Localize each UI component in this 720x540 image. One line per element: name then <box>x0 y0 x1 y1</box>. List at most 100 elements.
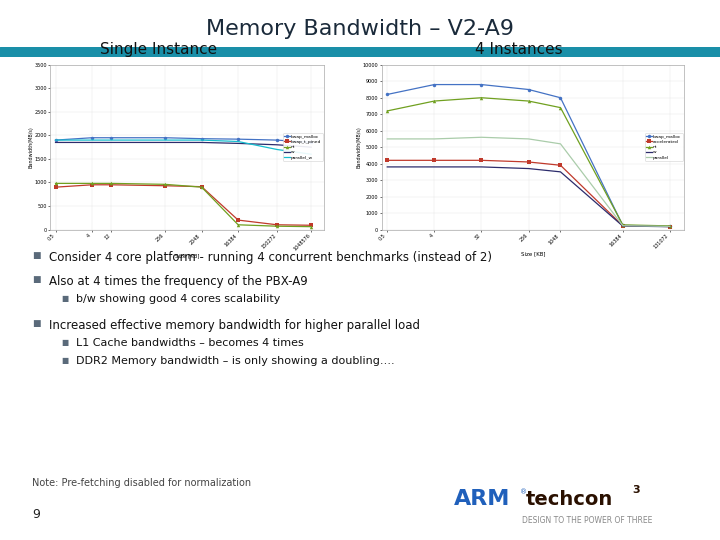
w <box>477 164 486 170</box>
w <box>197 139 206 146</box>
nt <box>556 104 564 111</box>
Text: 4 Instances: 4 Instances <box>474 42 562 57</box>
bwap_t_pined <box>273 221 282 228</box>
Line: nt: nt <box>54 181 313 228</box>
Text: Single Instance: Single Instance <box>100 42 217 57</box>
w <box>618 223 627 230</box>
Text: Also at 4 times the frequency of the PBX-A9: Also at 4 times the frequency of the PBX… <box>49 275 307 288</box>
nt <box>477 94 486 101</box>
bwap_malloc <box>88 134 96 141</box>
Text: techcon: techcon <box>526 490 613 509</box>
w <box>88 139 96 146</box>
bwap_malloc <box>556 94 564 101</box>
Legend: bwap_malloc, accelerated, nt, w, parallel: bwap_malloc, accelerated, nt, w, paralle… <box>645 133 683 161</box>
nt <box>51 180 60 187</box>
bwap_malloc <box>51 137 60 143</box>
bwap_malloc <box>665 223 674 230</box>
parallel_w <box>161 137 169 143</box>
parallel <box>665 223 674 230</box>
Line: w: w <box>387 167 670 227</box>
Text: ®: ® <box>520 489 527 495</box>
Text: b/w showing good 4 cores scalability: b/w showing good 4 cores scalability <box>76 294 280 305</box>
X-axis label: Size [KB]: Size [KB] <box>521 251 545 256</box>
Y-axis label: Bandwidth(MB/s): Bandwidth(MB/s) <box>28 126 33 168</box>
Text: ARM: ARM <box>454 489 510 509</box>
w <box>307 144 315 151</box>
w <box>161 139 169 146</box>
bwap_malloc <box>307 139 315 146</box>
w <box>524 165 533 172</box>
nt <box>665 222 674 229</box>
parallel <box>618 222 627 229</box>
parallel <box>477 134 486 140</box>
Text: ■: ■ <box>61 356 68 366</box>
w <box>556 168 564 175</box>
bwap_malloc <box>107 134 116 141</box>
Text: 9: 9 <box>32 508 40 521</box>
nt <box>234 221 243 228</box>
bwap_t_pined <box>107 181 116 188</box>
w <box>430 164 438 170</box>
Text: L1 Cache bandwidths – becomes 4 times: L1 Cache bandwidths – becomes 4 times <box>76 338 303 348</box>
accelerated <box>665 224 674 230</box>
Line: nt: nt <box>385 96 672 228</box>
X-axis label: Size [KB]: Size [KB] <box>175 253 199 258</box>
Text: ■: ■ <box>32 275 41 285</box>
bwap_malloc <box>197 136 206 142</box>
Text: ■: ■ <box>32 319 41 328</box>
Text: 3: 3 <box>632 485 640 495</box>
nt <box>383 107 392 114</box>
Text: Note: Pre-fetching disabled for normalization: Note: Pre-fetching disabled for normaliz… <box>32 478 251 488</box>
parallel_w <box>197 137 206 143</box>
bwap_malloc <box>383 91 392 98</box>
w <box>107 139 116 146</box>
nt <box>430 98 438 104</box>
Line: w: w <box>55 143 311 147</box>
Legend: bwap_malloc, bwap_t_pined, nt, w, parallel_w: bwap_malloc, bwap_t_pined, nt, w, parall… <box>283 133 323 161</box>
bwap_t_pined <box>307 222 315 228</box>
Line: parallel: parallel <box>387 137 670 226</box>
accelerated <box>383 157 392 164</box>
parallel_w <box>273 146 282 153</box>
w <box>234 140 243 147</box>
Text: Memory Bandwidth – V2-A9: Memory Bandwidth – V2-A9 <box>206 19 514 39</box>
bwap_t_pined <box>161 183 169 189</box>
nt <box>618 221 627 228</box>
nt <box>197 184 206 191</box>
bwap_malloc <box>273 137 282 143</box>
bwap_t_pined <box>88 181 96 188</box>
nt <box>161 181 169 187</box>
parallel_w <box>51 137 60 143</box>
nt <box>307 224 315 230</box>
w <box>383 164 392 170</box>
Text: Increased effective memory bandwidth for higher parallel load: Increased effective memory bandwidth for… <box>49 319 420 332</box>
parallel <box>430 136 438 142</box>
w <box>273 141 282 148</box>
accelerated <box>618 222 627 229</box>
w <box>51 139 60 146</box>
nt <box>107 180 116 187</box>
accelerated <box>477 157 486 164</box>
accelerated <box>556 162 564 168</box>
Text: DDR2 Memory bandwidth – is only showing a doubling….: DDR2 Memory bandwidth – is only showing … <box>76 356 395 367</box>
bwap_t_pined <box>51 184 60 191</box>
accelerated <box>524 159 533 165</box>
Line: bwap_malloc: bwap_malloc <box>385 83 672 228</box>
Line: bwap_malloc: bwap_malloc <box>54 136 313 144</box>
Line: parallel_w: parallel_w <box>55 140 311 154</box>
Text: Consider 4 core platform - running 4 concurrent benchmarks (instead of 2): Consider 4 core platform - running 4 con… <box>49 251 492 264</box>
parallel_w <box>234 138 243 145</box>
bwap_malloc <box>234 136 243 143</box>
bwap_malloc <box>161 134 169 141</box>
bwap_malloc <box>477 82 486 88</box>
parallel <box>383 136 392 142</box>
Line: accelerated: accelerated <box>385 159 672 228</box>
parallel_w <box>107 137 116 143</box>
bwap_malloc <box>430 82 438 88</box>
bwap_t_pined <box>234 217 243 224</box>
Line: bwap_t_pined: bwap_t_pined <box>54 183 313 227</box>
bwap_malloc <box>524 86 533 93</box>
Text: ■: ■ <box>61 294 68 303</box>
nt <box>524 98 533 104</box>
Text: ■: ■ <box>32 251 41 260</box>
